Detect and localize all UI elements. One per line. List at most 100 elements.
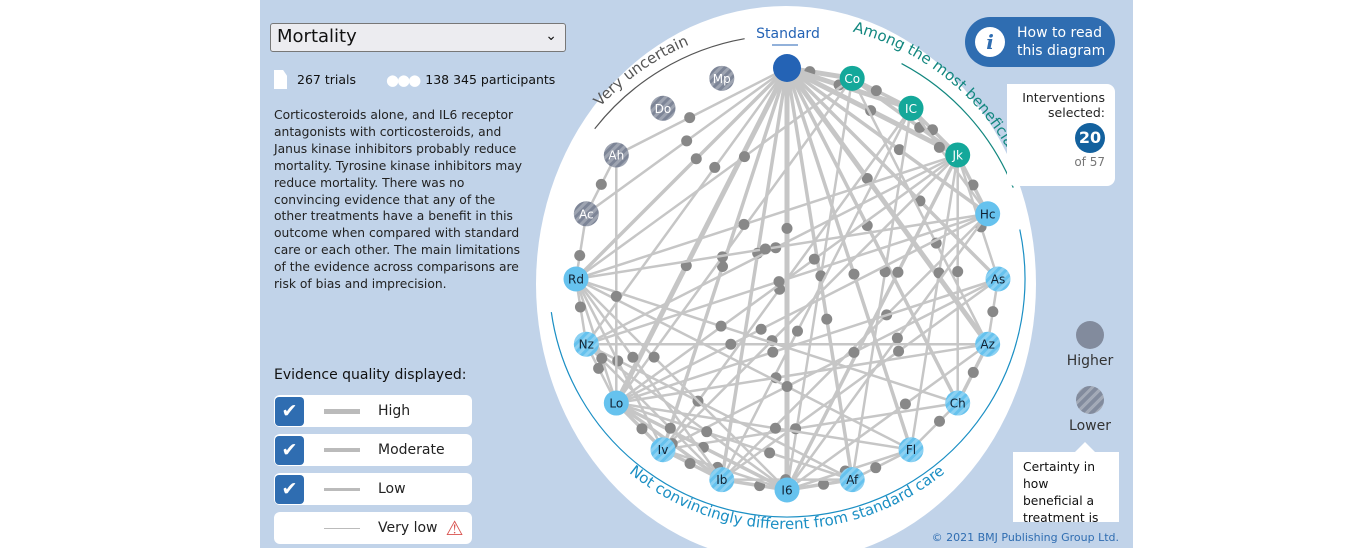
comparison-dot[interactable] <box>574 250 586 262</box>
comparison-dot[interactable] <box>848 268 860 280</box>
evidence-low-checkbox[interactable]: ✔ Low <box>274 473 472 505</box>
node-circle[interactable] <box>945 142 971 168</box>
comparison-dot[interactable] <box>738 151 750 163</box>
comparison-edge-Jk-Rd[interactable] <box>575 153 959 281</box>
comparison-dot[interactable] <box>893 345 905 357</box>
comparison-dot[interactable] <box>933 415 945 427</box>
node-Ib[interactable]: Ib <box>709 467 735 493</box>
comparison-dot[interactable] <box>648 351 660 363</box>
comparison-dot[interactable] <box>717 260 729 272</box>
comparison-dot[interactable] <box>636 423 648 435</box>
comparison-dot[interactable] <box>893 144 905 156</box>
comparison-edge-Hc-Lo[interactable] <box>615 212 989 405</box>
comparison-edge-Af-Lo[interactable] <box>615 401 853 481</box>
comparison-dot[interactable] <box>764 447 776 459</box>
comparison-dot[interactable] <box>808 253 820 265</box>
comparison-edge-Hc-Nz[interactable] <box>585 212 989 346</box>
comparison-edge-As-Ib[interactable] <box>721 277 999 481</box>
comparison-edge-Std-Rd[interactable] <box>574 66 789 281</box>
comparison-edge-Hc-Rd[interactable] <box>575 212 988 281</box>
node-circle[interactable] <box>839 65 865 91</box>
node-Nz[interactable]: Nz <box>573 331 599 357</box>
how-to-read-button[interactable]: i How to read this diagram <box>965 17 1115 67</box>
comparison-dot[interactable] <box>738 218 750 230</box>
node-Std[interactable] <box>773 54 801 82</box>
node-I6[interactable]: I6 <box>774 477 800 503</box>
comparison-dot[interactable] <box>870 462 882 474</box>
node-Az[interactable]: Az <box>975 331 1001 357</box>
comparison-edge-Jk-Iv[interactable] <box>662 154 959 451</box>
comparison-dot[interactable] <box>848 346 860 358</box>
comparison-dot[interactable] <box>769 422 781 434</box>
comparison-dot[interactable] <box>755 323 767 335</box>
comparison-dot[interactable] <box>715 320 727 332</box>
comparison-edge-Co-I6[interactable] <box>785 78 854 491</box>
comparison-dot[interactable] <box>596 352 608 364</box>
comparison-dot[interactable] <box>791 325 803 337</box>
comparison-dot[interactable] <box>684 457 696 469</box>
comparison-edge-Hc-I6[interactable] <box>785 213 989 491</box>
comparison-dot[interactable] <box>725 338 737 350</box>
comparison-edge-Az-I6[interactable] <box>786 343 989 492</box>
comparison-edge-Co-Lo[interactable] <box>615 77 854 404</box>
comparison-edge-Std-Ch[interactable] <box>785 67 960 404</box>
node-IC[interactable]: IC <box>898 95 924 121</box>
node-circle[interactable] <box>898 95 924 121</box>
comparison-dot[interactable] <box>967 366 979 378</box>
comparison-edge-Co-Az[interactable] <box>851 77 989 345</box>
comparison-dot[interactable] <box>612 355 624 367</box>
comparison-dot[interactable] <box>681 135 693 147</box>
comparison-dot[interactable] <box>690 153 702 165</box>
comparison-dot[interactable] <box>879 266 891 278</box>
comparison-edge-Std-Ib[interactable] <box>720 67 789 480</box>
node-Iv[interactable]: Iv <box>650 437 676 463</box>
comparison-edge-I6-Rd[interactable] <box>575 278 788 491</box>
comparison-edge-Std-Ah[interactable] <box>615 66 788 157</box>
outcome-select[interactable]: Mortality ⌄ <box>270 23 566 52</box>
comparison-edge-Ib-Rd[interactable] <box>574 278 723 481</box>
node-Af[interactable]: Af <box>839 467 865 493</box>
comparison-dot[interactable] <box>891 332 903 344</box>
comparison-dot[interactable] <box>709 161 721 173</box>
comparison-dot[interactable] <box>933 141 945 153</box>
node-Mp[interactable]: Mp <box>709 65 735 91</box>
comparison-dot[interactable] <box>767 346 779 358</box>
node-circle[interactable] <box>774 477 800 503</box>
comparison-edge-I6-Nz[interactable] <box>585 343 788 492</box>
node-Lo[interactable]: Lo <box>603 390 629 416</box>
evidence-very-low-checkbox[interactable]: Very low ⚠ <box>274 512 472 544</box>
node-As[interactable]: As <box>985 266 1011 292</box>
comparison-dot[interactable] <box>684 112 696 124</box>
comparison-dot[interactable] <box>781 381 793 393</box>
node-circle[interactable] <box>603 390 629 416</box>
comparison-dot[interactable] <box>987 306 999 318</box>
comparison-edge-Fl-Lo[interactable] <box>616 401 912 451</box>
node-Rd[interactable]: Rd <box>563 266 589 292</box>
comparison-dot[interactable] <box>952 266 964 278</box>
comparison-edge-Az-Lo[interactable] <box>616 342 988 405</box>
comparison-dot[interactable] <box>821 313 833 325</box>
node-Ch[interactable]: Ch <box>945 390 971 416</box>
node-Co[interactable]: Co <box>839 65 865 91</box>
node-Jk[interactable]: Jk <box>945 142 971 168</box>
evidence-high-checkbox[interactable]: ✔ High <box>274 395 472 427</box>
comparison-edge-Co-Rd[interactable] <box>575 77 853 281</box>
comparison-edge-Fl-Rd[interactable] <box>575 277 912 451</box>
comparison-dot[interactable] <box>759 243 771 255</box>
comparison-dot[interactable] <box>870 85 882 97</box>
node-Do[interactable]: Do <box>650 95 676 121</box>
node-circle[interactable] <box>975 201 1001 227</box>
comparison-edge-IC-Ib[interactable] <box>720 107 913 481</box>
node-Fl[interactable]: Fl <box>898 437 924 463</box>
comparison-dot[interactable] <box>818 478 830 490</box>
node-circle[interactable] <box>773 54 801 82</box>
node-Ac[interactable]: Ac <box>573 201 599 227</box>
node-circle[interactable] <box>563 266 589 292</box>
comparison-dot[interactable] <box>627 351 639 363</box>
comparison-dot[interactable] <box>781 222 793 234</box>
comparison-dot[interactable] <box>892 266 904 278</box>
comparison-dot[interactable] <box>593 362 605 374</box>
evidence-moderate-checkbox[interactable]: ✔ Moderate <box>274 434 472 466</box>
comparison-edge-Ch-Rd[interactable] <box>575 277 959 405</box>
node-Ah[interactable]: Ah <box>603 142 629 168</box>
